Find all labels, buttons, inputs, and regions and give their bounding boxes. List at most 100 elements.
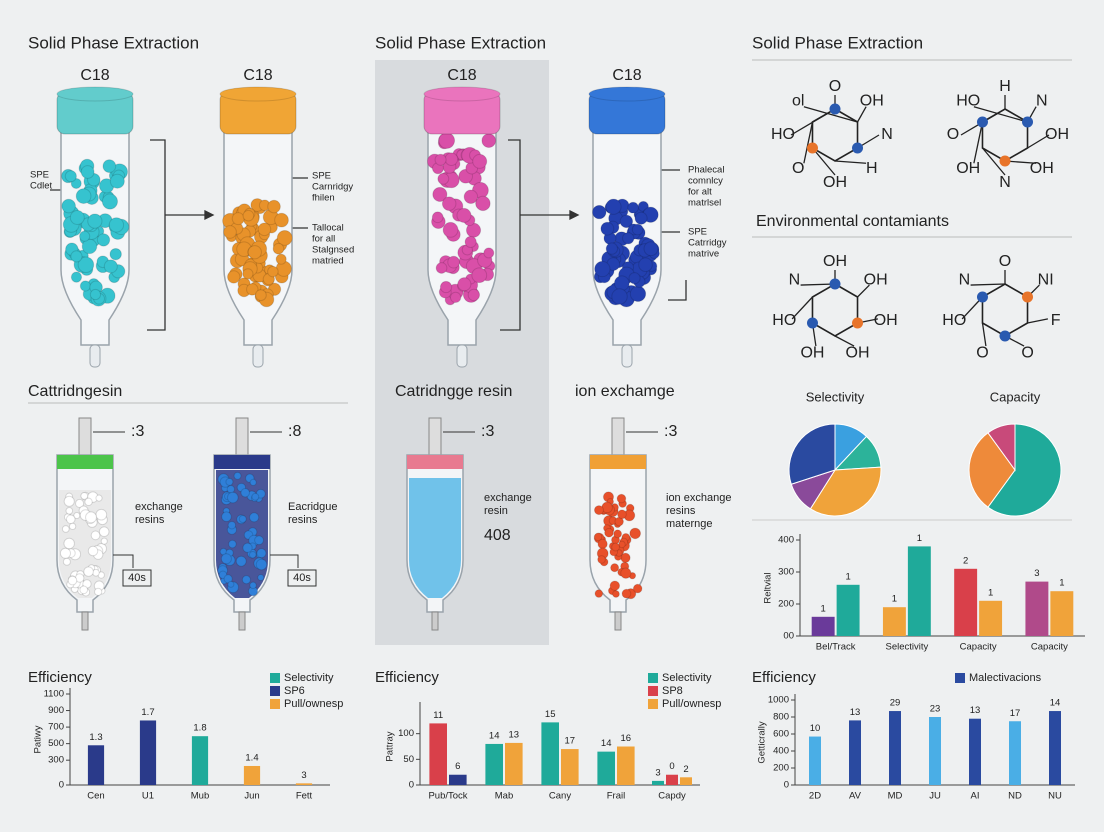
tube-tip xyxy=(89,344,101,368)
bead xyxy=(618,540,626,549)
bar-annotation: 3 xyxy=(301,770,306,781)
bar xyxy=(1049,711,1061,785)
tube-cap-top xyxy=(588,86,666,102)
bead xyxy=(79,585,89,595)
bond xyxy=(834,335,855,347)
pie-slice xyxy=(968,432,1016,508)
atom-label: OH xyxy=(860,92,884,109)
bar xyxy=(295,783,313,785)
bead xyxy=(221,511,232,522)
atom-label: ol xyxy=(792,92,804,109)
bond xyxy=(970,283,1006,286)
atom xyxy=(999,330,1011,342)
box-label: 40s xyxy=(293,572,311,584)
bead xyxy=(103,259,118,274)
bar-annotation: 17 xyxy=(1010,708,1021,719)
y-tick-label: 200 xyxy=(778,599,794,610)
x-tick-label: Capacity xyxy=(960,642,997,653)
bar-annotation: 2 xyxy=(963,555,968,566)
bead xyxy=(611,542,621,552)
y-tick-label: 100 xyxy=(398,728,414,739)
bead xyxy=(593,532,603,542)
bead xyxy=(437,172,450,185)
bead xyxy=(449,291,462,304)
bead xyxy=(223,225,237,239)
molecule xyxy=(960,95,1050,176)
bar xyxy=(680,777,692,785)
tube-label: C18 xyxy=(447,67,476,84)
atom-label: OH xyxy=(823,174,847,191)
bead xyxy=(622,232,635,245)
atom xyxy=(806,317,818,329)
legend-swatch xyxy=(270,686,280,696)
pie-slice xyxy=(809,466,882,517)
bar-annotation: 17 xyxy=(565,736,576,747)
bead xyxy=(77,256,95,274)
bead xyxy=(432,186,448,202)
tube-label: C18 xyxy=(612,67,641,84)
bead xyxy=(447,255,461,269)
atom-label: N xyxy=(881,126,893,143)
bead xyxy=(638,257,653,273)
atom-label: O xyxy=(792,160,804,177)
x-tick-label: Frail xyxy=(607,791,625,802)
bar-annotation: 3 xyxy=(655,767,660,778)
y-tick-label: 50 xyxy=(403,754,414,765)
y-tick-label: 0 xyxy=(59,780,64,791)
bead xyxy=(227,580,235,588)
bar xyxy=(929,717,941,785)
bead xyxy=(89,288,102,301)
syringe-tag: :3 xyxy=(664,423,677,440)
spe-tube: C18 xyxy=(56,67,134,368)
atom-label: HO xyxy=(942,312,966,329)
tube-note: Tallocal xyxy=(312,223,344,234)
bond xyxy=(857,284,870,298)
bar-annotation: 14 xyxy=(601,738,612,749)
bead xyxy=(98,526,110,538)
tube-tip xyxy=(456,344,468,368)
bead xyxy=(629,285,647,303)
tube-note: Cdlet xyxy=(30,181,53,192)
bar-annotation: 13 xyxy=(970,705,981,716)
bead xyxy=(594,260,611,278)
legend-label: Selectivity xyxy=(662,672,712,684)
atom-label: NI xyxy=(1038,271,1054,288)
tube-note: Phalecal xyxy=(688,165,724,176)
syringe-note: resins xyxy=(288,514,318,526)
bar xyxy=(1050,591,1074,636)
bead xyxy=(629,527,642,540)
legend-label: Malectivacions xyxy=(969,672,1042,684)
atom-label: O xyxy=(999,253,1011,270)
bead xyxy=(627,201,640,214)
bead xyxy=(612,590,620,598)
atom xyxy=(999,155,1011,167)
bead xyxy=(249,581,257,590)
bead xyxy=(472,153,488,169)
legend-swatch xyxy=(648,673,658,683)
bar xyxy=(882,607,906,636)
legend-label: Selectivity xyxy=(284,672,334,684)
bead xyxy=(619,214,634,229)
bead xyxy=(73,512,81,520)
x-tick-label: MD xyxy=(888,791,903,802)
legend-label: Pull/ownesp xyxy=(284,698,343,710)
atom-label: OH xyxy=(1030,160,1054,177)
atom-label: O xyxy=(829,78,841,95)
value-box xyxy=(287,569,317,587)
bar-annotation: 1.3 xyxy=(89,732,102,743)
bar-annotation: 1 xyxy=(988,587,993,598)
bar-annotation: 0 xyxy=(669,761,674,772)
bead xyxy=(63,537,75,550)
bead xyxy=(613,275,630,292)
bar xyxy=(907,546,931,636)
bead xyxy=(225,477,234,486)
x-tick-label: Fett xyxy=(296,791,313,802)
bead xyxy=(69,210,85,225)
bead xyxy=(617,509,627,520)
bar xyxy=(836,584,860,636)
bead xyxy=(75,188,92,204)
bead xyxy=(248,550,257,559)
bar-annotation: 2 xyxy=(683,764,688,775)
bar xyxy=(191,736,209,785)
atom-label: O xyxy=(976,344,988,361)
